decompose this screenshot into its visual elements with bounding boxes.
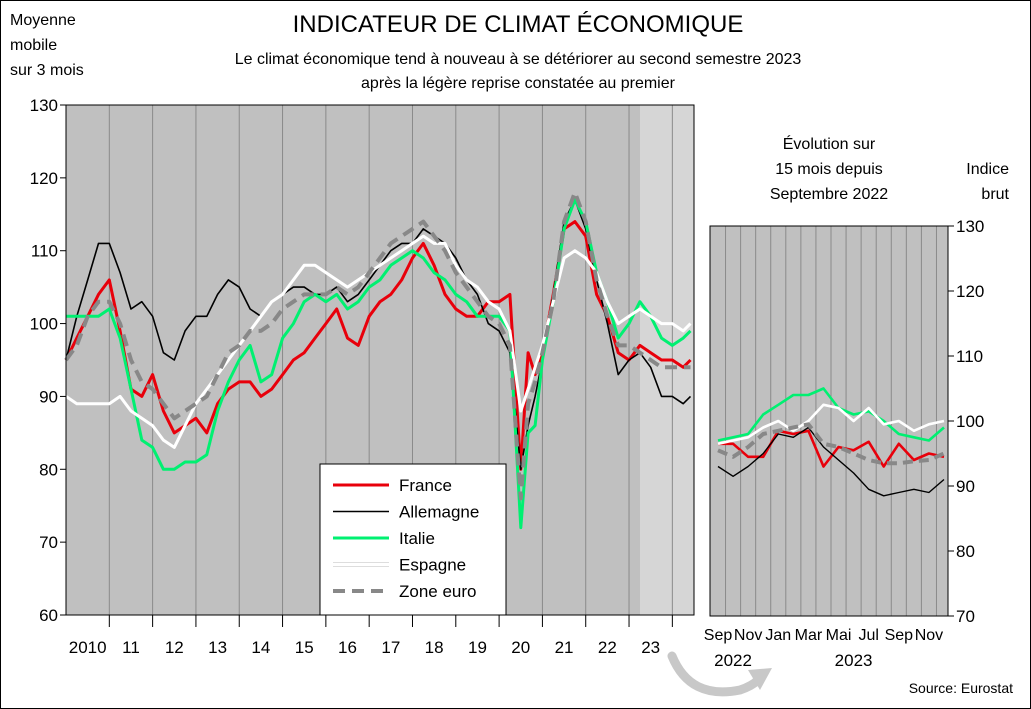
inset-y-axis-label-line-2: brut [981, 186, 1009, 203]
main-y-tick-label: 120 [30, 169, 58, 188]
legend-label: Espagne [399, 556, 466, 575]
y-axis-unit-line-3: sur 3 mois [10, 62, 84, 79]
inset-title-line-1: Évolution sur [783, 134, 876, 153]
main-x-tick-label: 18 [425, 638, 444, 657]
inset-y-tick-label: 100 [956, 412, 984, 431]
legend-label: France [399, 476, 452, 495]
main-x-tick-label: 20 [511, 638, 530, 657]
main-series-4 [64, 190, 691, 501]
y-axis-unit-line-1: Moyenne [10, 12, 76, 29]
main-y-tick-label: 80 [39, 460, 58, 479]
chart-subtitle-line-1: Le climat économique tend à nouveau à se… [235, 51, 802, 68]
inset-year-label: 2022 [714, 651, 752, 670]
curved-arrow [667, 651, 772, 697]
main-y-tick-label: 100 [30, 315, 58, 334]
inset-title-line-3: Septembre 2022 [770, 186, 888, 203]
inset-x-tick-label: Sep [885, 627, 914, 644]
main-x-tick-label: 12 [165, 638, 184, 657]
inset-x-tick-label: Sep [704, 627, 733, 644]
main-x-tick-label: 23 [641, 638, 660, 657]
legend: France Allemagne Italie Espagne Zone euro [319, 463, 507, 616]
chart-title: INDICATEUR DE CLIMAT ÉCONOMIQUE [293, 11, 744, 38]
inset-x-tick-label: Nov [915, 627, 943, 644]
y-axis-unit-line-2: mobile [10, 37, 57, 54]
main-x-tick-label: 17 [381, 638, 400, 657]
inset-x-tick-label: Nov [734, 627, 762, 644]
main-y-tick-label: 130 [30, 96, 58, 115]
main-series-3 [65, 234, 692, 449]
chart-subtitle-line-2: après la légère reprise constatée au pre… [361, 75, 676, 92]
source-note: Source: Eurostat [909, 680, 1013, 696]
main-x-tick-label: 13 [208, 638, 227, 657]
main-x-tick-label: 16 [338, 638, 357, 657]
main-y-tick-label: 70 [39, 533, 58, 552]
legend-label: Italie [399, 529, 435, 548]
inset-x-tick-label: Mar [795, 627, 823, 644]
inset-x-tick-label: Jul [858, 627, 878, 644]
main-x-tick-label: 22 [598, 638, 617, 657]
inset-plot-background [710, 226, 948, 616]
inset-series-0 [718, 429, 945, 468]
main-series-0 [64, 220, 692, 471]
inset-x-tick-label: Mai [826, 627, 852, 644]
inset-series-3 [717, 403, 945, 446]
main-x-tick-label: 15 [295, 638, 314, 657]
main-x-tick-label: 2010 [69, 638, 107, 657]
inset-y-tick-label: 110 [956, 347, 983, 366]
main-x-tick-label: 21 [555, 638, 574, 657]
main-x-tick-label: 11 [122, 638, 140, 657]
inset-series-2 [717, 387, 945, 442]
main-x-tick-label: 19 [468, 638, 487, 657]
legend-label: Allemagne [399, 503, 479, 522]
inset-series-4 [717, 422, 945, 466]
inset-year-label: 2023 [835, 651, 873, 670]
inset-x-tick-label: Jan [765, 627, 791, 644]
inset-series-1 [717, 426, 945, 497]
inset-y-tick-label: 130 [956, 217, 984, 236]
main-series-2 [66, 198, 692, 530]
main-y-tick-label: 60 [39, 606, 58, 625]
inset-y-tick-label: 120 [956, 282, 984, 301]
main-x-tick-label: 14 [251, 638, 270, 657]
inset-y-axis-label-line-1: Indice [966, 161, 1009, 178]
inset-y-tick-label: 90 [956, 477, 975, 496]
main-y-tick-label: 90 [39, 387, 58, 406]
inset-title-line-2: 15 mois depuis [775, 161, 883, 178]
legend-label: Zone euro [399, 582, 477, 601]
main-y-tick-label: 110 [31, 242, 58, 261]
inset-y-tick-label: 70 [956, 607, 975, 626]
inset-y-tick-label: 80 [956, 542, 975, 561]
